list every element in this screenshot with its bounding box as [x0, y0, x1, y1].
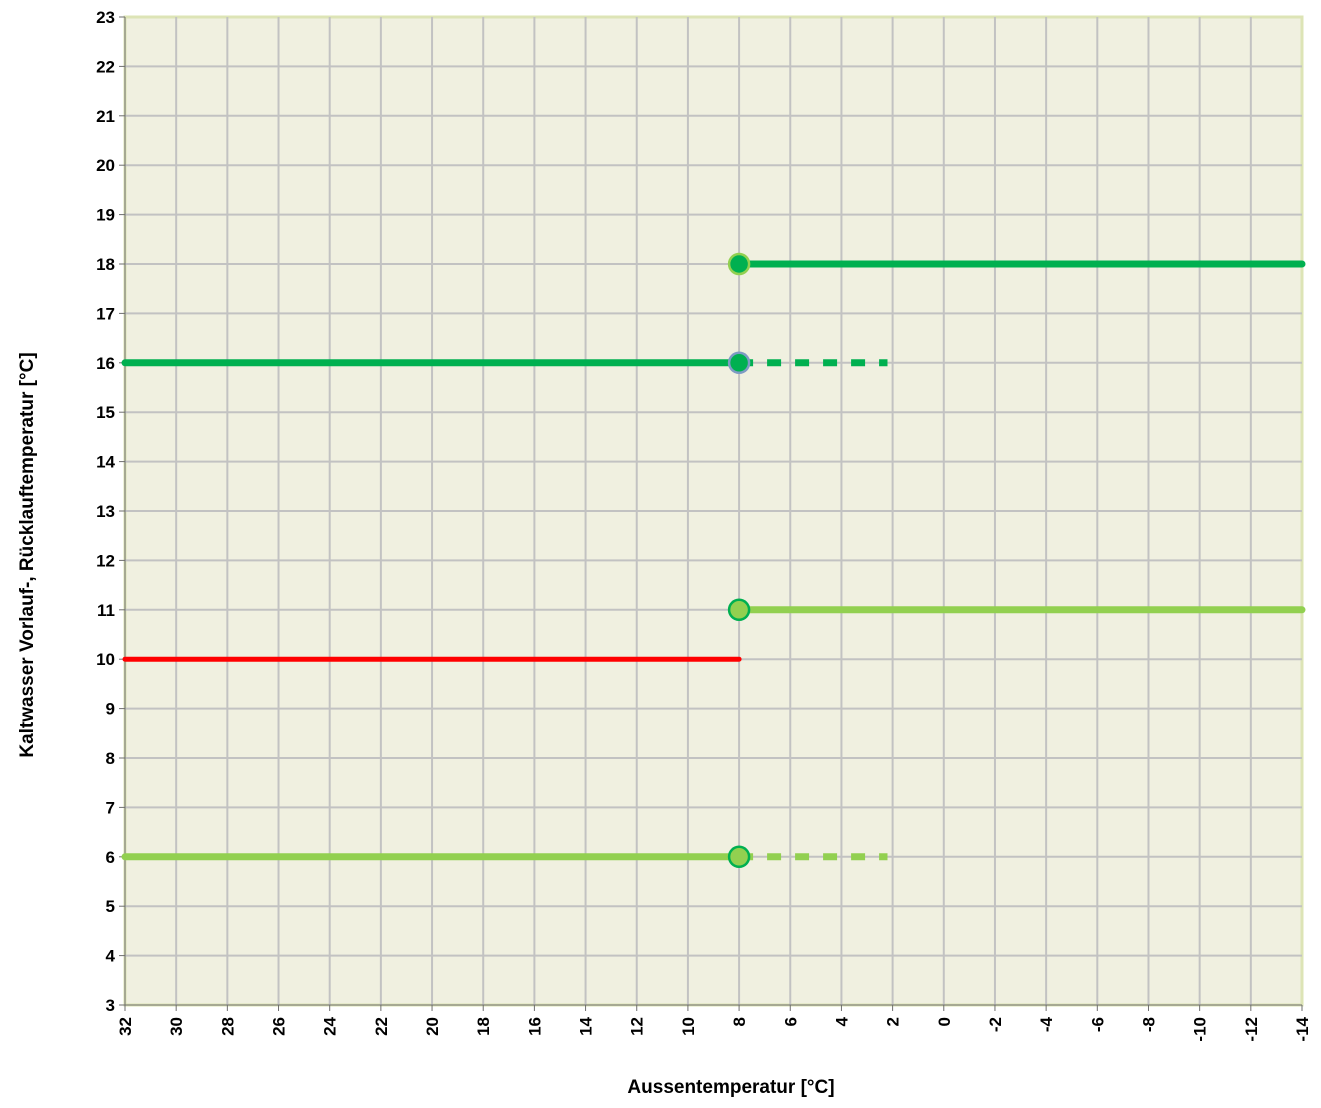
x-tick-label: 6 — [781, 1017, 800, 1026]
x-tick-label: 18 — [474, 1017, 493, 1036]
y-axis-label: Kaltwasser Vorlauf-, Rücklauftemperatur … — [17, 352, 38, 757]
markers-group — [727, 252, 751, 869]
y-tick-label: 18 — [96, 255, 115, 274]
x-tick-label: 30 — [167, 1017, 186, 1036]
y-tick-label: 9 — [106, 700, 115, 719]
y-tick-label: 12 — [96, 551, 115, 570]
x-tick-label: 22 — [372, 1017, 391, 1036]
y-tick-label: 3 — [106, 996, 115, 1015]
x-tick-label: -10 — [1191, 1017, 1210, 1042]
y-tick-label: 14 — [96, 453, 115, 472]
x-tick-label: 2 — [884, 1017, 903, 1026]
x-tick-label: 10 — [679, 1017, 698, 1036]
x-tick-label: 12 — [628, 1017, 647, 1036]
y-tick-label: 16 — [96, 354, 115, 373]
data-point-marker — [727, 845, 751, 869]
x-axis-label: Aussentemperatur [°C] — [627, 1077, 834, 1098]
x-tick-label: 4 — [832, 1016, 851, 1026]
x-tick-label: 28 — [218, 1017, 237, 1036]
x-tick-label: 16 — [525, 1017, 544, 1036]
y-tick-label: 4 — [106, 947, 116, 966]
y-tick-label: 11 — [97, 601, 115, 620]
x-tick-label: 26 — [270, 1017, 289, 1036]
y-tick-label: 15 — [96, 403, 115, 422]
y-tick-label: 21 — [96, 107, 115, 126]
x-tick-label: -4 — [1037, 1016, 1056, 1032]
x-tick-label: 32 — [116, 1017, 135, 1036]
x-tick-label: -14 — [1293, 1016, 1312, 1041]
y-tick-label: 7 — [106, 798, 115, 817]
x-tick-label: -12 — [1242, 1017, 1261, 1042]
y-tick-label: 20 — [96, 156, 115, 175]
y-tick-label: 17 — [96, 304, 115, 323]
data-point-marker — [727, 351, 751, 375]
y-tick-label: 23 — [96, 8, 115, 27]
x-tick-label: 14 — [577, 1016, 596, 1035]
data-point-marker — [727, 598, 751, 622]
x-tick-label: 0 — [935, 1017, 954, 1026]
x-tick-label: -2 — [986, 1017, 1005, 1032]
y-tick-label: 22 — [96, 57, 115, 76]
x-tick-label: -8 — [1139, 1017, 1158, 1032]
y-tick-label: 10 — [96, 650, 115, 669]
x-tick-label: 24 — [321, 1016, 340, 1035]
x-tick-label: 20 — [423, 1017, 442, 1036]
series-group — [121, 260, 1306, 861]
y-tick-label: 6 — [106, 848, 115, 867]
y-tick-label: 5 — [106, 897, 115, 916]
y-tick-label: 13 — [96, 502, 115, 521]
x-tick-label: -6 — [1088, 1017, 1107, 1032]
y-tick-label: 8 — [106, 749, 115, 768]
y-tick-label: 19 — [96, 206, 115, 225]
x-tick-label: 8 — [730, 1017, 749, 1026]
data-point-marker — [727, 252, 751, 276]
